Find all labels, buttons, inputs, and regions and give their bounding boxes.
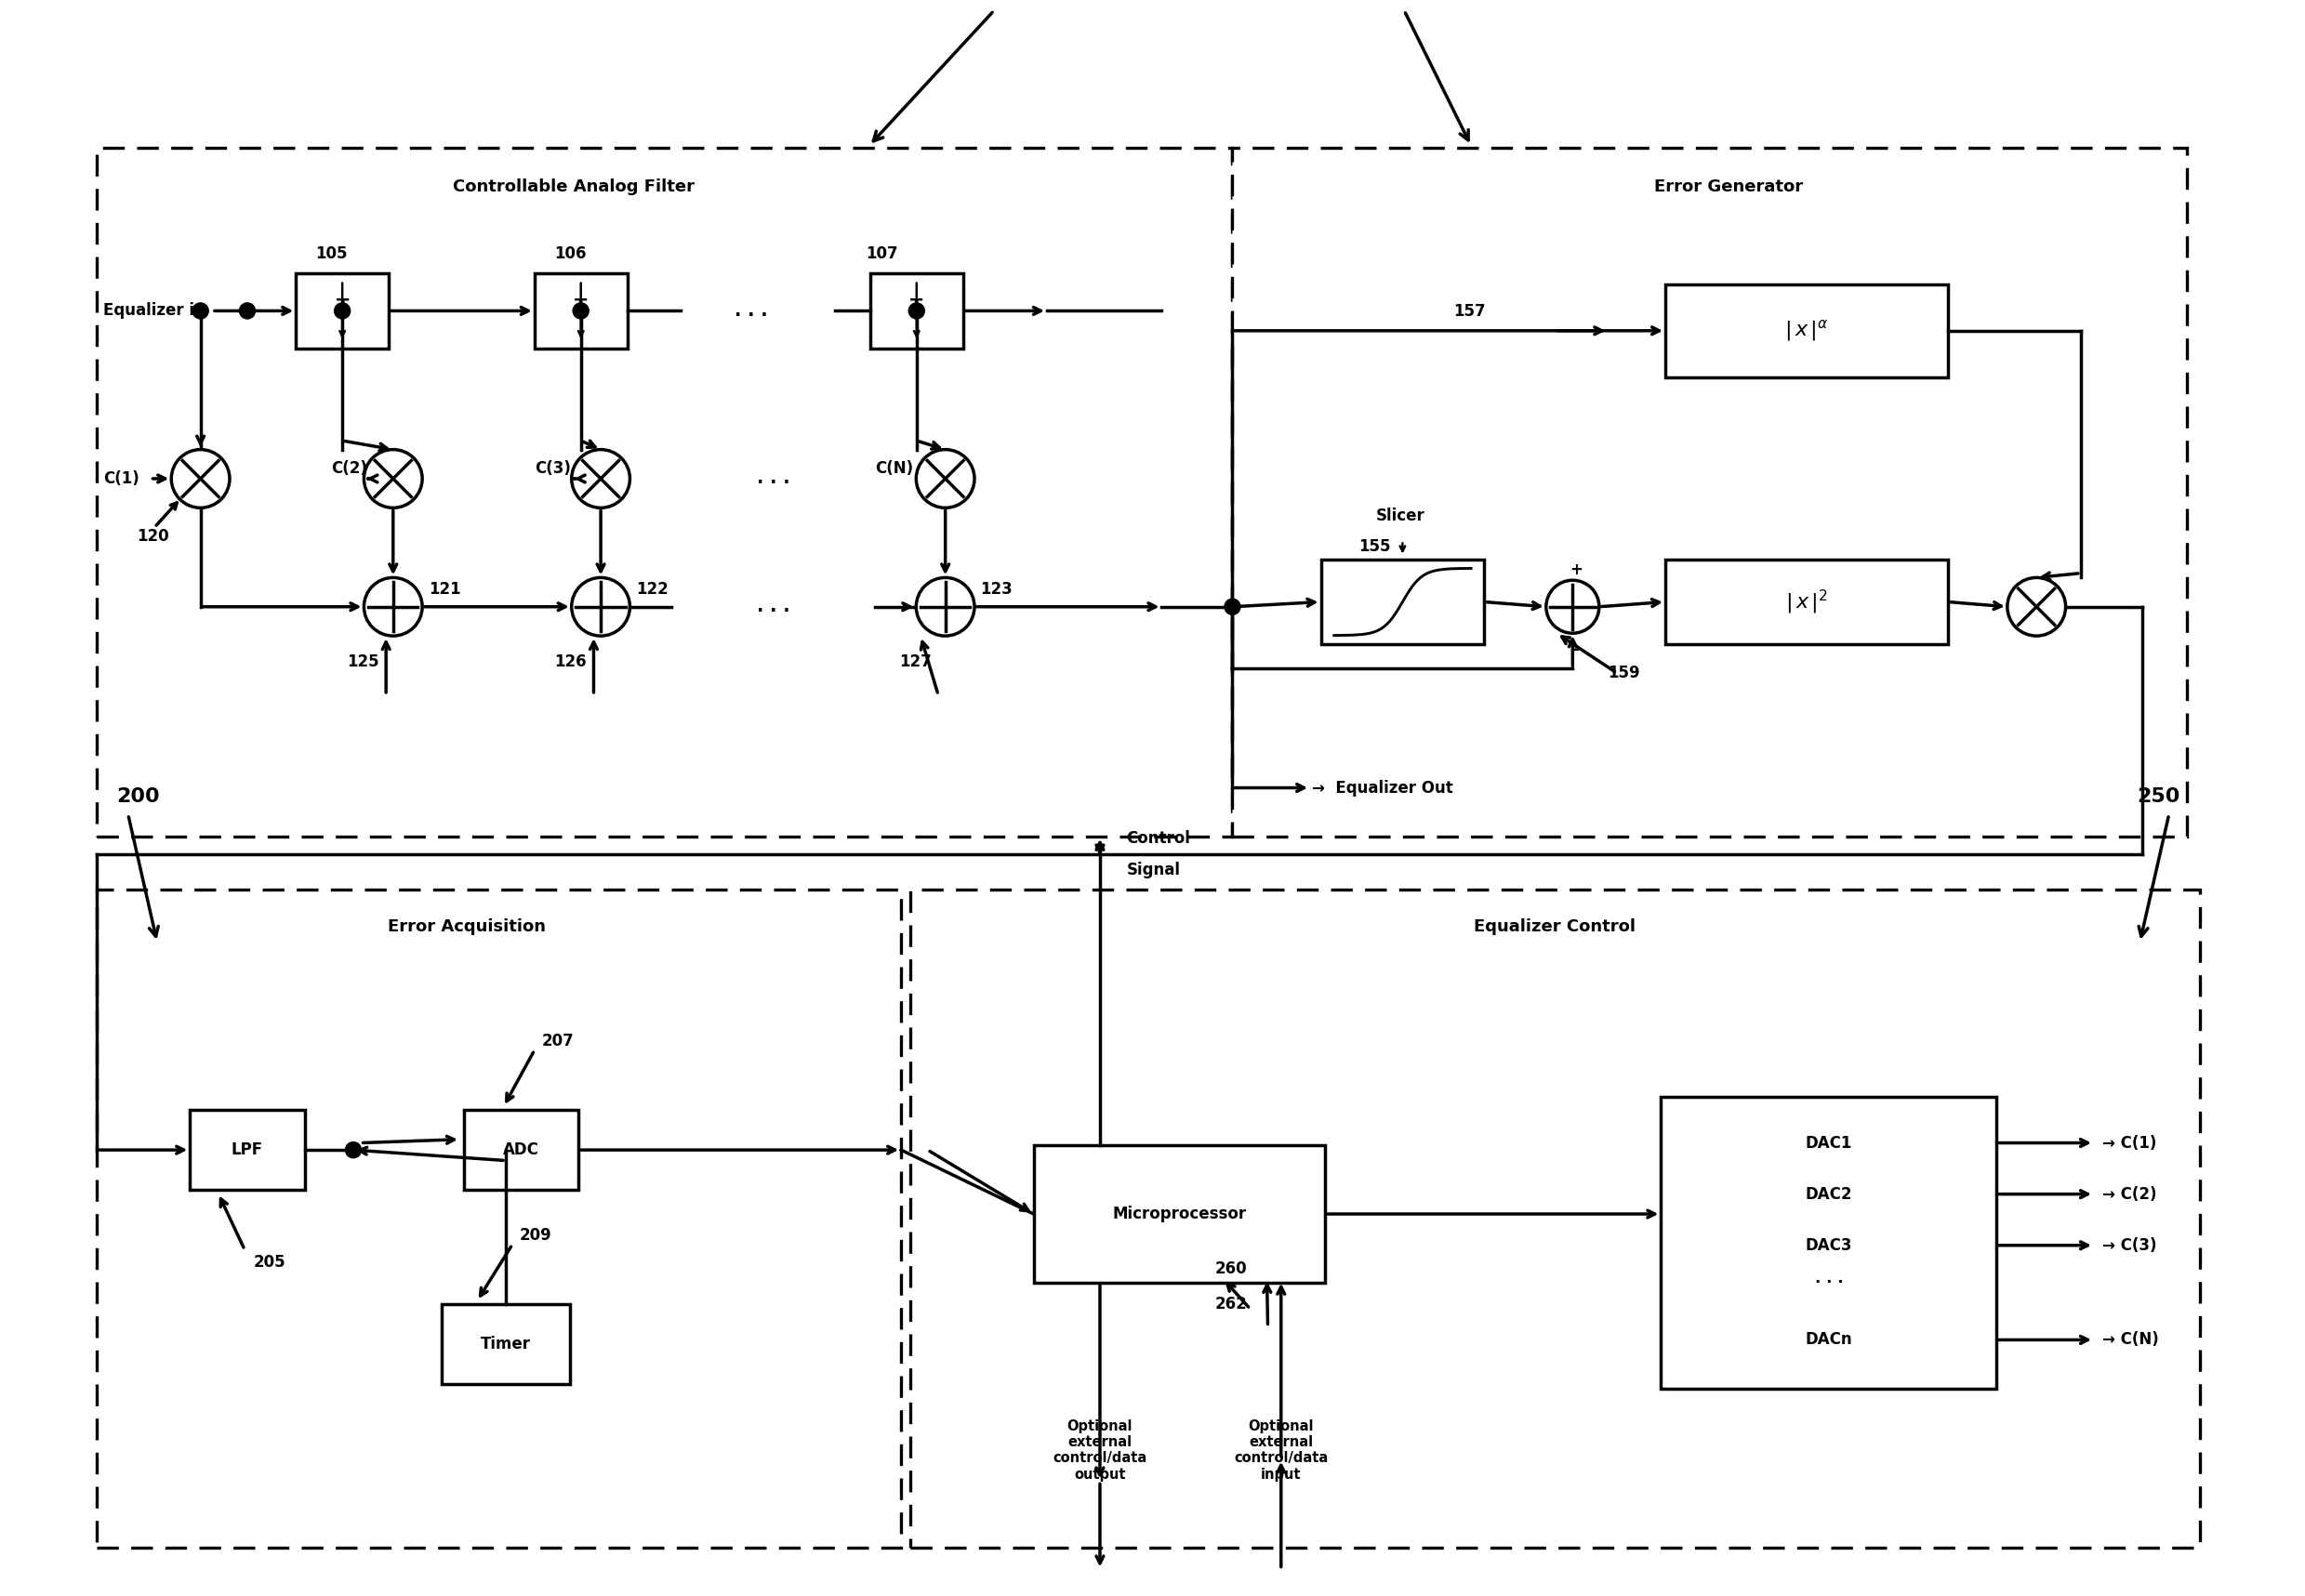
Circle shape xyxy=(346,1143,362,1159)
Text: C(3): C(3) xyxy=(535,460,572,477)
Text: 100: 100 xyxy=(1007,0,1049,2)
Text: → C(N): → C(N) xyxy=(2102,1331,2160,1349)
FancyBboxPatch shape xyxy=(871,273,963,348)
Text: Optional
external
control/data
input: Optional external control/data input xyxy=(1233,1419,1328,1481)
Circle shape xyxy=(908,303,924,319)
FancyBboxPatch shape xyxy=(463,1111,579,1189)
Text: Equalizer Control: Equalizer Control xyxy=(1475,918,1637,935)
Text: 122: 122 xyxy=(636,581,668,597)
Text: . . .: . . . xyxy=(735,302,768,319)
FancyBboxPatch shape xyxy=(1321,560,1484,643)
FancyBboxPatch shape xyxy=(1233,147,2187,836)
Circle shape xyxy=(572,450,629,508)
Text: 260: 260 xyxy=(1215,1261,1247,1277)
Text: 207: 207 xyxy=(542,1033,574,1050)
Circle shape xyxy=(1547,581,1600,634)
Text: T: T xyxy=(337,297,348,316)
Text: C(N): C(N) xyxy=(874,460,913,477)
Text: Error Acquisition: Error Acquisition xyxy=(387,918,546,935)
Text: 126: 126 xyxy=(556,653,588,670)
Text: Microprocessor: Microprocessor xyxy=(1113,1205,1247,1223)
Text: . . .: . . . xyxy=(1814,1270,1844,1286)
Text: T: T xyxy=(910,297,922,316)
FancyBboxPatch shape xyxy=(97,147,1233,836)
Text: C(1): C(1) xyxy=(104,471,138,487)
FancyBboxPatch shape xyxy=(910,889,2199,1548)
Text: $| \, x \, |^{\alpha}$: $| \, x \, |^{\alpha}$ xyxy=(1784,318,1828,343)
Circle shape xyxy=(572,578,629,635)
Text: 200: 200 xyxy=(118,787,159,806)
Circle shape xyxy=(2008,578,2065,635)
Circle shape xyxy=(171,450,231,508)
Text: → C(3): → C(3) xyxy=(2102,1237,2157,1254)
Text: DAC1: DAC1 xyxy=(1805,1135,1853,1151)
Text: 262: 262 xyxy=(1215,1296,1247,1314)
Text: 127: 127 xyxy=(899,653,931,670)
Text: 123: 123 xyxy=(980,581,1012,597)
Text: -: - xyxy=(1572,640,1579,658)
Text: 105: 105 xyxy=(316,246,348,262)
Text: LPF: LPF xyxy=(231,1141,263,1159)
FancyBboxPatch shape xyxy=(1667,560,1948,643)
Text: . . .: . . . xyxy=(756,598,791,616)
Text: 159: 159 xyxy=(1609,664,1641,681)
Text: Equalizer in: Equalizer in xyxy=(104,303,205,319)
Text: 107: 107 xyxy=(867,246,899,262)
Circle shape xyxy=(915,578,975,635)
Text: $| \, x \, |^{2}$: $| \, x \, |^{2}$ xyxy=(1786,587,1828,616)
Circle shape xyxy=(364,578,422,635)
Circle shape xyxy=(240,303,256,319)
Text: DAC2: DAC2 xyxy=(1805,1186,1853,1202)
Text: 209: 209 xyxy=(519,1227,551,1243)
Text: DAC3: DAC3 xyxy=(1805,1237,1853,1254)
FancyBboxPatch shape xyxy=(443,1304,569,1384)
Text: . . .: . . . xyxy=(756,469,791,487)
Text: 120: 120 xyxy=(136,528,168,544)
Text: Controllable Analog Filter: Controllable Analog Filter xyxy=(454,179,694,196)
Text: Control: Control xyxy=(1127,830,1189,846)
Text: Slicer: Slicer xyxy=(1376,508,1424,523)
Circle shape xyxy=(194,303,207,319)
Circle shape xyxy=(915,450,975,508)
FancyBboxPatch shape xyxy=(295,273,390,348)
Text: Timer: Timer xyxy=(482,1336,530,1353)
Text: 155: 155 xyxy=(1358,538,1390,555)
Text: Error Generator: Error Generator xyxy=(1655,179,1803,196)
FancyBboxPatch shape xyxy=(535,273,627,348)
Text: C(2): C(2) xyxy=(332,460,366,477)
Text: Optional
external
control/data
output: Optional external control/data output xyxy=(1053,1419,1148,1481)
FancyBboxPatch shape xyxy=(1033,1146,1325,1283)
Text: T: T xyxy=(574,297,588,316)
Text: 250: 250 xyxy=(2137,787,2181,806)
Text: → C(2): → C(2) xyxy=(2102,1186,2157,1202)
Text: → C(1): → C(1) xyxy=(2102,1135,2157,1151)
Circle shape xyxy=(364,450,422,508)
Text: 125: 125 xyxy=(348,653,380,670)
Text: DACn: DACn xyxy=(1805,1331,1853,1349)
Circle shape xyxy=(574,303,588,319)
Text: 106: 106 xyxy=(553,246,585,262)
FancyBboxPatch shape xyxy=(1662,1096,1996,1389)
Text: 150: 150 xyxy=(1353,0,1397,2)
Text: 121: 121 xyxy=(429,581,461,597)
Circle shape xyxy=(1224,598,1240,614)
Circle shape xyxy=(334,303,350,319)
Text: Signal: Signal xyxy=(1127,862,1180,878)
Text: ADC: ADC xyxy=(502,1141,539,1159)
Text: 157: 157 xyxy=(1454,303,1484,319)
FancyBboxPatch shape xyxy=(189,1111,304,1189)
FancyBboxPatch shape xyxy=(97,889,901,1548)
Text: +: + xyxy=(1570,562,1584,578)
Text: →  Equalizer Out: → Equalizer Out xyxy=(1312,779,1452,796)
Text: 205: 205 xyxy=(254,1254,286,1270)
FancyBboxPatch shape xyxy=(1667,284,1948,377)
